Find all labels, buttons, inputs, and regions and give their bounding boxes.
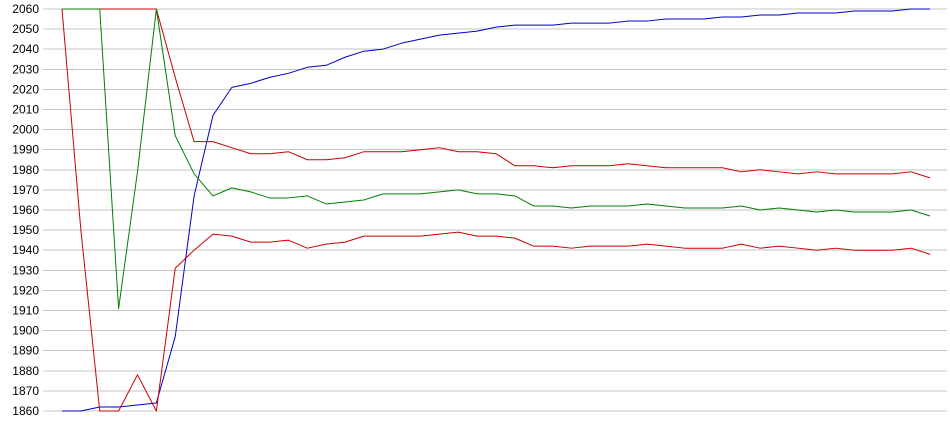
y-tick-label: 2060 bbox=[12, 2, 39, 16]
y-tick-label: 1910 bbox=[12, 304, 39, 318]
y-tick-label: 1920 bbox=[12, 283, 39, 297]
series-line-2 bbox=[62, 8, 931, 179]
series-line-4 bbox=[61, 8, 931, 412]
y-tick-label: 1970 bbox=[12, 183, 39, 197]
y-tick-label: 1980 bbox=[12, 163, 39, 177]
y-tick-label: 2020 bbox=[12, 82, 39, 96]
y-tick-label: 1890 bbox=[12, 344, 39, 358]
y-tick-label: 1880 bbox=[12, 364, 39, 378]
series-line-1 bbox=[62, 8, 930, 412]
y-tick-label: 1960 bbox=[12, 203, 39, 217]
y-tick-label: 2000 bbox=[12, 123, 39, 137]
y-tick-label: 1950 bbox=[12, 223, 39, 237]
y-tick-label: 2040 bbox=[12, 42, 39, 56]
y-tick-label: 1930 bbox=[12, 263, 39, 277]
y-tick-label: 2030 bbox=[12, 62, 39, 76]
y-tick-label: 1940 bbox=[12, 243, 39, 257]
series-lines bbox=[61, 8, 931, 412]
y-tick-label: 2050 bbox=[12, 22, 39, 36]
y-tick-label: 1860 bbox=[12, 404, 39, 418]
y-tick-label: 1990 bbox=[12, 143, 39, 157]
gridlines bbox=[43, 8, 947, 412]
y-tick-label: 1900 bbox=[12, 324, 39, 338]
y-axis: 1860 1870 1880 1890 1900 1910 1920 1930 1940 1950… bbox=[12, 2, 39, 418]
y-tick-label: 1870 bbox=[12, 384, 39, 398]
y-tick-label: 2010 bbox=[12, 103, 39, 117]
series-line-3 bbox=[62, 8, 931, 309]
